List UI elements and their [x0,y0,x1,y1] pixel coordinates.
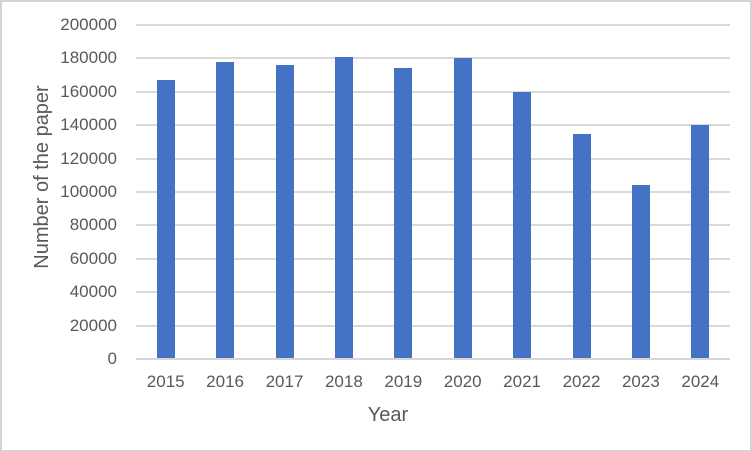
x-axis-title: Year [367,404,409,426]
x-tick-label-2015: 2015 [146,372,185,391]
bar-2022 [572,134,591,359]
y-tick-label-80000: 80000 [69,215,117,235]
gridline-200000 [136,24,730,26]
plot-area [136,24,730,360]
bar-2023 [631,185,650,359]
x-tick-label-2019: 2019 [384,372,423,391]
x-tick-label-2021: 2021 [503,372,541,391]
gridline-140000 [136,124,730,127]
y-tick-label-160000: 160000 [60,81,117,101]
gridline-40000 [136,291,730,294]
gridline-180000 [136,57,730,60]
gridline-120000 [136,157,730,160]
y-tick-label-200000: 200000 [60,15,117,34]
x-tick-label-2022: 2022 [562,372,601,391]
y-tick-label-20000: 20000 [69,315,117,335]
gridline-100000 [136,191,730,193]
y-tick-label-0: 0 [107,349,117,368]
bar-2020 [453,57,472,359]
bar-2019 [394,68,413,359]
x-tick-label-2020: 2020 [443,372,482,391]
y-tick-label-40000: 40000 [69,282,117,302]
gridline-20000 [136,324,730,327]
bar-2016 [216,61,235,359]
y-tick-label-60000: 60000 [69,248,117,268]
y-tick-label-180000: 180000 [60,48,117,68]
gridline-60000 [136,257,730,260]
x-tick-label-2018: 2018 [324,372,363,391]
gridline-80000 [136,224,730,227]
x-tick-label-2023: 2023 [621,372,660,391]
gridline-160000 [136,90,730,93]
x-tick-label-2024: 2024 [681,372,720,391]
x-tick-label-2017: 2017 [265,372,304,391]
bar-2015 [156,80,175,359]
bar-2024 [691,125,710,359]
x-axis-line [136,358,730,360]
bar-2017 [275,65,294,359]
x-tick-label-2016: 2016 [206,372,244,391]
y-tick-label-140000: 140000 [60,115,117,135]
bar-2018 [334,56,353,359]
y-tick-label-120000: 120000 [60,148,117,168]
y-tick-label-100000: 100000 [60,182,117,201]
bar-2021 [513,91,532,359]
